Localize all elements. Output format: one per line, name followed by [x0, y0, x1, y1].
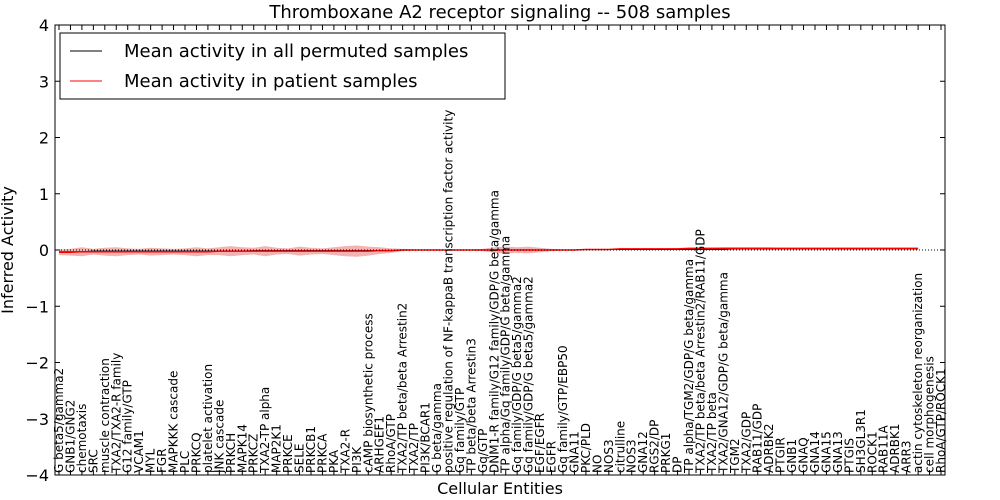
- x-tick-label: citrulline: [613, 421, 627, 473]
- x-tick-label: GNB1/GNG2: [63, 400, 77, 473]
- x-tick-label: TXA2/TXA2-R family: [109, 353, 123, 474]
- x-tick-label: NOS3: [602, 439, 616, 473]
- x-tick-label: PI3K/BCAR1: [419, 402, 433, 473]
- y-tick-label: 0: [39, 241, 49, 260]
- x-tick-label: ADRBK2: [762, 423, 776, 473]
- x-tick-label: Gq family/GTP: [453, 388, 467, 473]
- x-tick-label: MAP2K1: [270, 424, 284, 473]
- x-tick-label: GNA15: [819, 431, 833, 473]
- legend-box: [59, 32, 506, 100]
- x-tick-label: Gq/GTP: [476, 429, 490, 473]
- x-tick-label: TXA2/GNA12/GDP/G beta/gamma: [716, 272, 730, 474]
- x-tick-label: PTGIS: [842, 438, 856, 473]
- y-tick-label: −3: [25, 410, 49, 429]
- x-tick-label: SRC: [86, 449, 100, 473]
- x-tick-label: DP: [671, 457, 685, 473]
- x-tick-label: RAB11A: [877, 424, 891, 473]
- y-tick-label: −4: [25, 466, 49, 485]
- x-tick-label: RGS2/DP: [648, 420, 662, 473]
- x-tick-label: DNM1-R family/G12 family/GDP/G beta/gamm…: [487, 190, 501, 473]
- x-tick-label: VCAM1: [132, 430, 146, 473]
- y-axis: −4 −3 −2 −1 0 1 2 3 4: [25, 16, 945, 485]
- x-tick-label: ARR3: [900, 440, 914, 473]
- x-tick-label: JNK cascade: [212, 400, 226, 474]
- x-tick-label: actin cytoskeleton reorganization: [911, 273, 925, 473]
- x-tick-label: PKA: [327, 449, 341, 473]
- x-tick-label: TXA2/TP beta/beta Arrestin2: [396, 303, 410, 474]
- x-tick-label: GNB1: [785, 439, 799, 473]
- legend: Mean activity in all permuted samples Me…: [59, 32, 506, 100]
- x-tick-label: SH3GL3R1: [854, 409, 868, 473]
- x-tick-label: MAPKKK cascade: [167, 371, 181, 473]
- x-tick-label: Gq family/GDP/G beta5/gamma2: [522, 276, 536, 473]
- x-tick-label: TXA2/TP beta: [705, 392, 719, 474]
- x-tick-label: NO: [590, 455, 604, 473]
- x-tick-label: TXA2-TP alpha: [258, 387, 272, 474]
- x-tick-label: GNA11: [567, 431, 581, 473]
- x-tick-label: MYL: [144, 448, 158, 473]
- x-tick-label: chemotaxis: [75, 404, 89, 473]
- y-tick-label: 1: [39, 185, 49, 204]
- x-tick-label: RhoA/GTP/ROCK1: [934, 368, 948, 473]
- y-tick-label: −1: [25, 297, 49, 316]
- x-tick-label: PLC: [178, 451, 192, 473]
- x-tick-label: Gq family/GDP/G beta5/gamma2: [510, 276, 524, 473]
- x-tick-label: G12 family/GTP: [121, 380, 135, 473]
- x-tick-label: TP beta/beta Arrestin3: [464, 338, 478, 474]
- x-tick-label: RAB11/GDP: [751, 404, 765, 473]
- x-tick-label: PKC/PLD: [579, 423, 593, 473]
- x-tick-label: platelet activation: [201, 364, 215, 473]
- x-tick-label: EGF/EGFR: [533, 413, 547, 473]
- y-axis-title: Inferred Activity: [0, 186, 17, 314]
- x-tick-label: TXA2/TP: [407, 423, 421, 474]
- x-tick-label: ROCK1: [865, 431, 879, 473]
- x-tick-label: ADRBK1: [888, 423, 902, 473]
- x-tick-label: G beta5/gamma2: [52, 368, 66, 473]
- x-tick-label: GNA14: [808, 431, 822, 473]
- y-tick-label: 3: [39, 72, 49, 91]
- x-tick-label: cAMP biosynthetic process: [361, 313, 375, 473]
- x-tick-label: TXA2/TP beta/beta Arrestin2/RAB11/GDP: [693, 229, 707, 474]
- x-tick-label: GNAQ: [797, 437, 811, 473]
- x-tick-label: PRKCH: [224, 433, 238, 473]
- x-tick-label: FGR: [155, 448, 169, 473]
- x-tick-label: TGM2: [728, 438, 742, 474]
- y-tick-label: 2: [39, 129, 49, 148]
- x-tick-label: PRKCA: [315, 433, 329, 473]
- legend-label-permuted: Mean activity in all permuted samples: [124, 41, 468, 62]
- series-lines: [59, 247, 919, 253]
- x-tick-label: PRKCZ: [247, 434, 261, 473]
- patient-mean-line: [59, 247, 919, 253]
- x-tick-label: PRKG1: [659, 433, 673, 473]
- x-tick-label: PTGIR: [774, 437, 788, 473]
- x-tick-label: TP alpha/Gq family/GDP/G beta/gamma: [499, 236, 513, 474]
- x-tick-label: muscle contraction: [98, 358, 112, 473]
- x-tick-label: GNA12: [636, 431, 650, 473]
- x-tick-label: PRKCE: [281, 434, 295, 473]
- x-tick-label: PI3K: [350, 446, 364, 473]
- x-tick-label: GNA13: [831, 431, 845, 473]
- legend-label-patient: Mean activity in patient samples: [124, 71, 418, 92]
- x-tick-label: NOS3: [625, 439, 639, 473]
- x-tick-label: ARHGEF1: [373, 416, 387, 473]
- y-tick-label: 4: [39, 16, 49, 35]
- x-tick-label: Gq family/GTP/EBP50: [556, 345, 570, 473]
- x-tick-label: PRKCQ: [189, 432, 203, 473]
- x-tick-label: TP alpha/TGM2/GDP/G beta/gamma: [682, 259, 696, 474]
- chart-title: Thromboxane A2 receptor signaling -- 508…: [268, 2, 730, 23]
- x-axis-title: Cellular Entities: [437, 479, 563, 498]
- y-tick-label: −2: [25, 354, 49, 373]
- x-tick-label: positive regulation of NF-kappaB transcr…: [441, 110, 455, 473]
- x-tick-label: TXA2-R: [338, 429, 352, 474]
- x-tick-label: RhoA/GTP: [384, 414, 398, 473]
- x-tick-label: MAPK14: [235, 424, 249, 473]
- x-tick-label: TXA2/GDP: [739, 412, 753, 474]
- x-tick-label: G beta/gamma: [430, 383, 444, 473]
- x-tick-label: EGFR: [545, 441, 559, 473]
- x-axis: G beta5/gamma2GNB1/GNG2chemotaxisSRCmusc…: [52, 25, 948, 475]
- x-tick-label: SELE: [293, 444, 307, 473]
- x-tick-label: PRKCB1: [304, 426, 318, 473]
- x-tick-label: cell morphogenesis: [923, 356, 937, 473]
